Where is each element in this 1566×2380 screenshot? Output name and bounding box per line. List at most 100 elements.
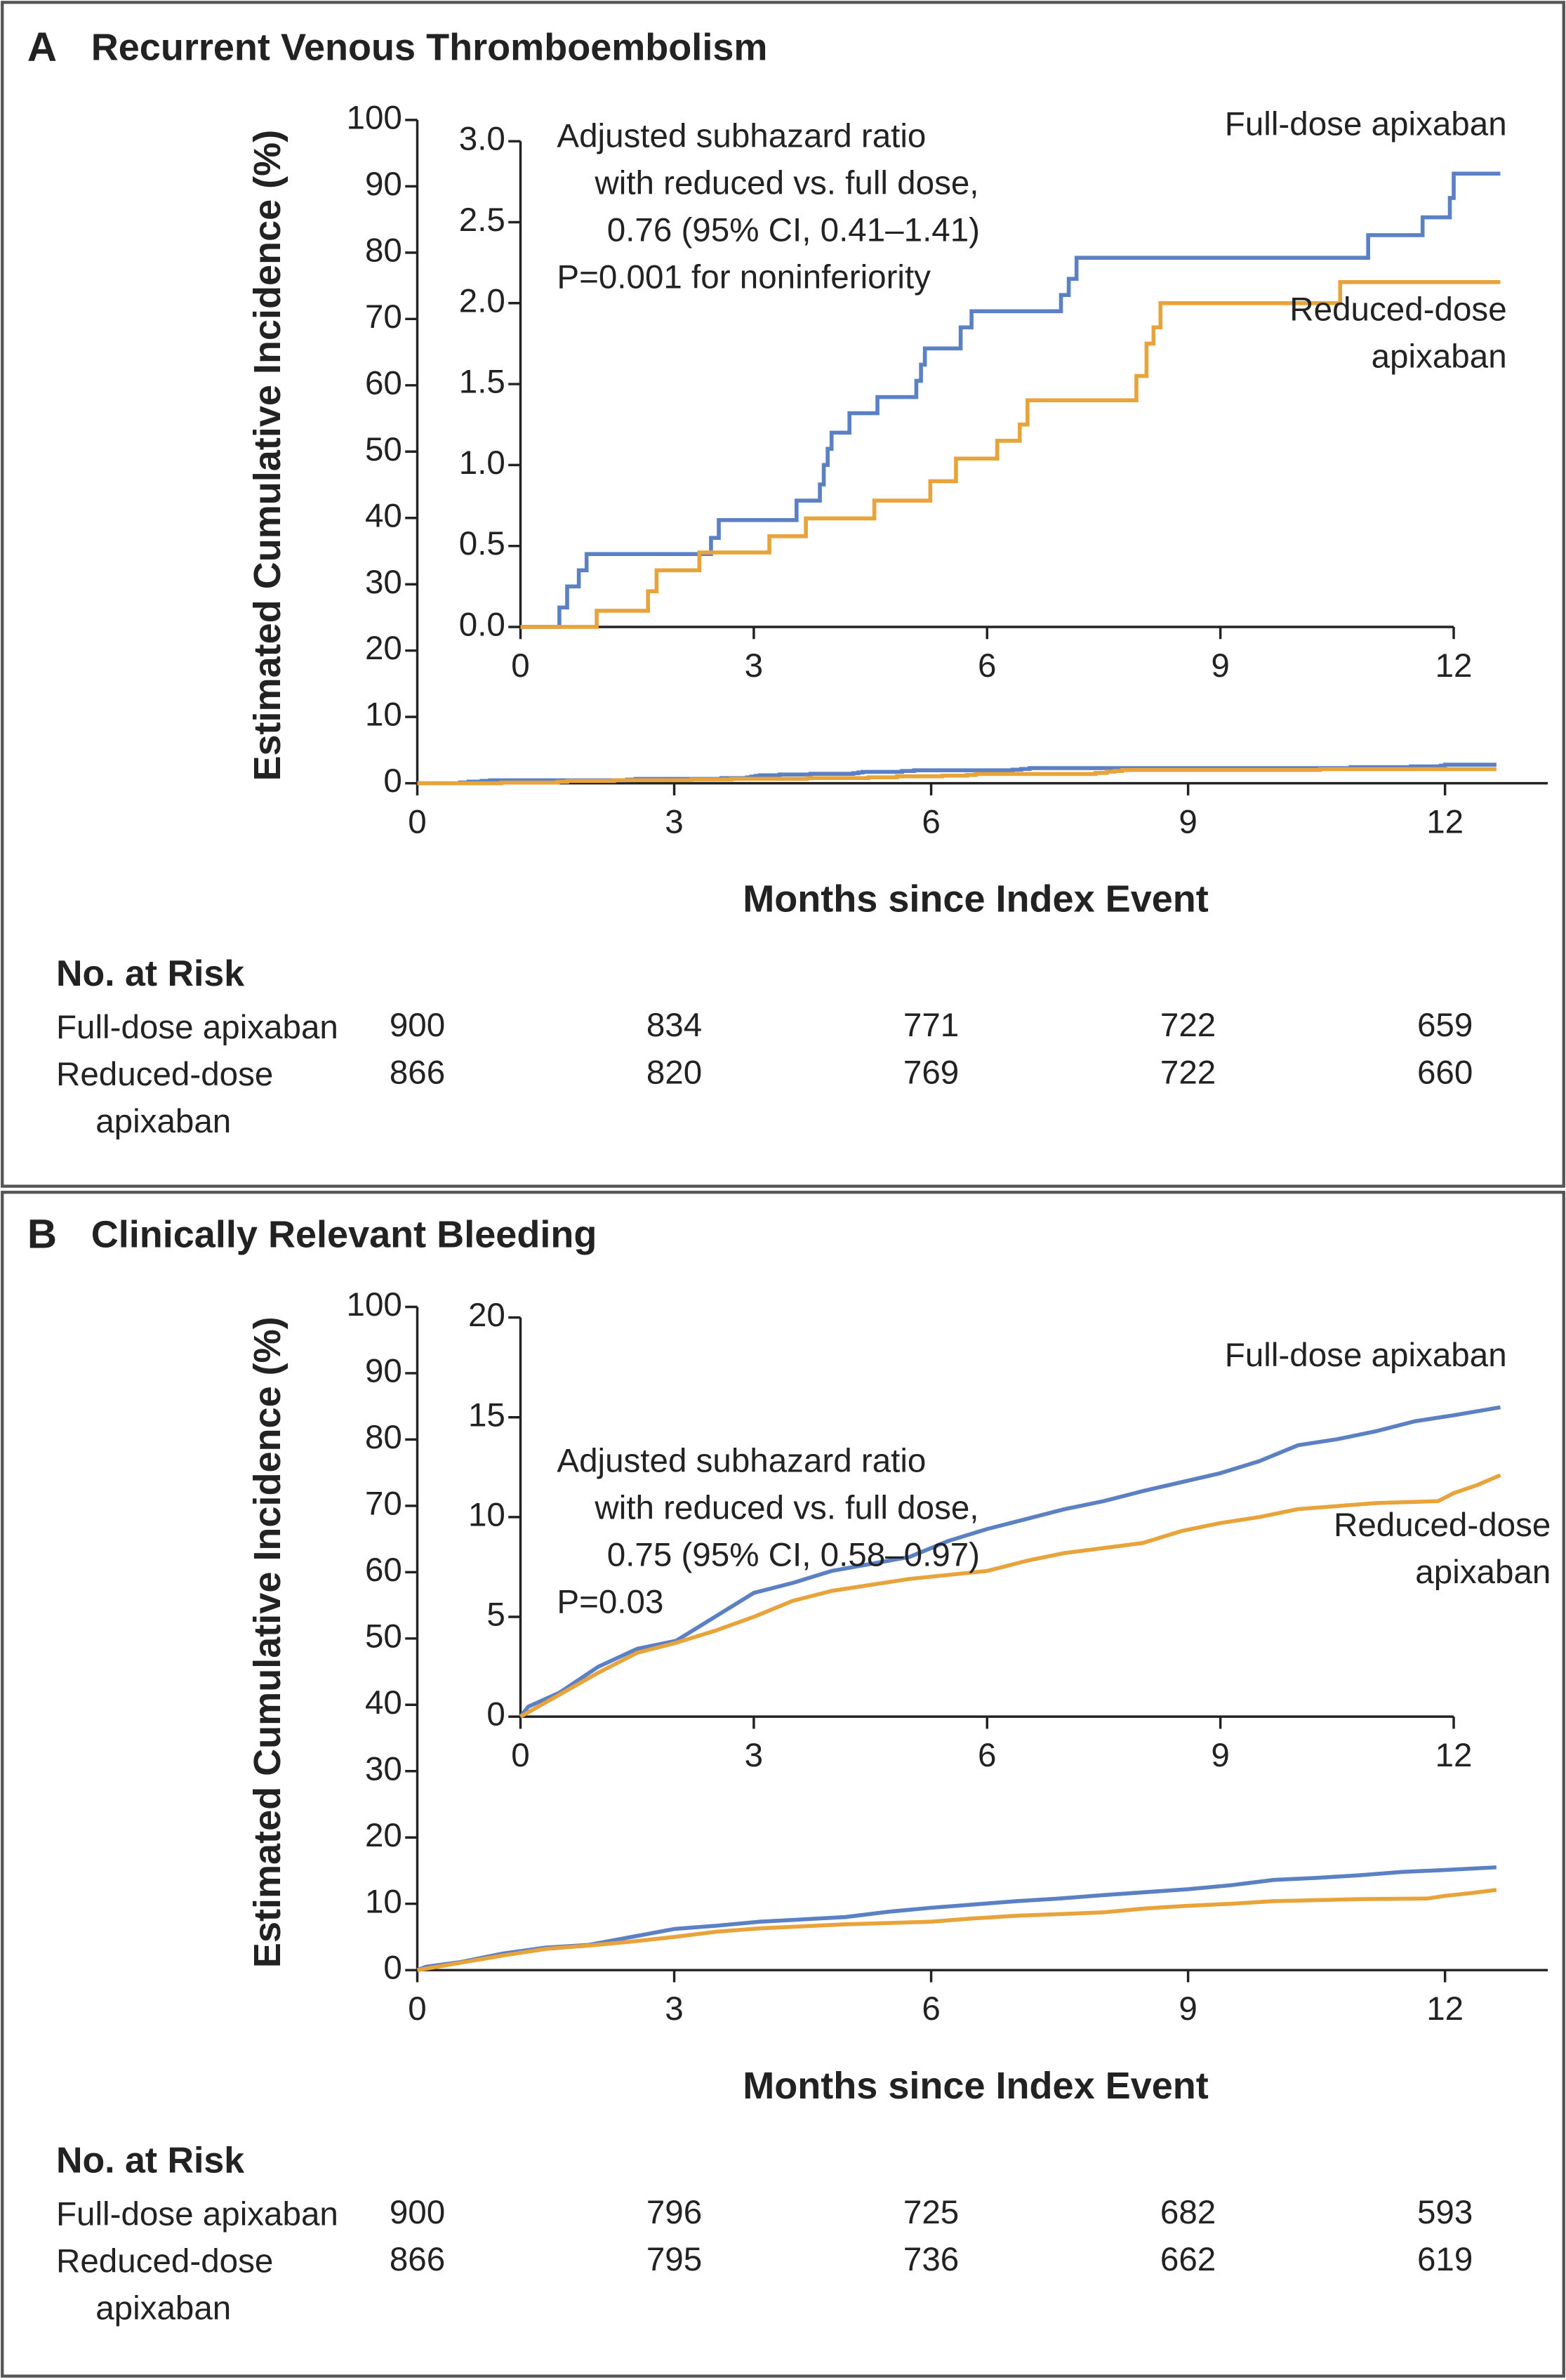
y-axis-title: Estimated Cumulative Incidence (%) [246,130,288,781]
x-tick-label: 6 [922,1990,940,2028]
risk-count: 722 [1160,1007,1216,1044]
risk-count: 725 [903,2194,959,2231]
y-tick-label: 20 [365,1817,402,1854]
x-tick-label: 3 [665,1990,683,2028]
x-tick-label: 12 [1435,1737,1473,1774]
risk-row-label-box: Full-dose apixaban [55,1007,338,1046]
x-tick-label: 9 [1211,647,1229,685]
x-tick-label: 3 [665,804,683,841]
y-tick-label: 0 [486,1696,505,1733]
risk-row-label-box: Reduced-dose apixaban [55,1055,274,1140]
annotation-line: 0.75 (95% CI, 0.58–0.97) [607,1537,980,1574]
series-label-box: Reduced-dose apixaban [1334,1505,1551,1591]
series-label: Reduced-dose apixaban [1334,1505,1551,1591]
y-tick-label: 90 [365,166,402,203]
x-tick-label: 6 [978,647,996,685]
risk-row-label: Full-dose apixaban [55,2195,338,2233]
panel-title: Recurrent Venous Thromboembolism [91,27,768,69]
y-tick-label: 30 [365,564,402,601]
risk-row-label: Reduced-dose apixaban [55,1055,274,1140]
risk-count: 771 [903,1007,959,1044]
x-tick-label: 0 [511,647,529,685]
y-tick-label: 50 [365,431,402,468]
x-tick-label: 9 [1179,1990,1197,2028]
x-tick-label: 6 [922,804,940,841]
annotation-line: P=0.03 [557,1584,663,1621]
y-tick-label: 40 [365,1684,402,1721]
y-tick-label: 0.5 [459,525,505,562]
risk-table-title: No. at Risk [56,953,244,993]
risk-count: 722 [1160,1054,1216,1091]
series-label-box: Full-dose apixaban [1224,105,1507,143]
panel-label: B [27,1211,57,1257]
series-label-box: Reduced-dose apixaban [1289,290,1506,375]
series-label-box: Full-dose apixaban [1224,1335,1507,1374]
y-tick-label: 10 [468,1496,505,1533]
risk-count: 662 [1160,2241,1216,2278]
incidence-line [519,1405,1501,1718]
risk-count: 796 [646,2194,702,2231]
x-tick-label: 0 [408,804,426,841]
risk-row-label-box: Full-dose apixaban [55,2195,338,2233]
annotation-line: with reduced vs. full dose, [594,164,978,201]
risk-count: 866 [390,2241,445,2278]
y-tick-label: 90 [365,1352,402,1389]
y-tick-label: 0 [383,762,402,800]
risk-count: 593 [1417,2194,1473,2231]
series-label: Full-dose apixaban [1224,1335,1507,1374]
series-label: Full-dose apixaban [1224,105,1507,143]
y-tick-label: 20 [365,630,402,667]
risk-count: 900 [390,1007,445,1044]
incidence-line [519,1473,1501,1719]
risk-count: 660 [1417,1054,1473,1091]
y-tick-label: 80 [365,232,402,269]
y-tick-label: 60 [365,364,402,402]
y-tick-label: 0 [383,1950,402,1987]
survival-step-line [520,279,1501,629]
x-tick-label: 12 [1426,1990,1464,2028]
y-tick-label: 50 [365,1618,402,1655]
survival-step-line [520,171,1501,629]
x-axis-title: Months since Index Event [743,2065,1209,2107]
annotation-line: Adjusted subhazard ratio [557,117,926,154]
y-tick-label: 70 [365,1485,402,1522]
panel-label: A [27,25,57,70]
incidence-line [417,1888,1497,1972]
y-tick-label: 40 [365,497,402,534]
x-tick-label: 3 [745,647,763,685]
risk-count: 659 [1417,1007,1473,1044]
x-tick-label: 3 [745,1737,763,1774]
risk-table-title: No. at Risk [56,2139,244,2180]
y-tick-label: 30 [365,1750,402,1787]
y-tick-label: 10 [365,696,402,734]
y-tick-label: 15 [468,1396,505,1434]
risk-count: 834 [646,1007,702,1044]
y-tick-label: 60 [365,1552,402,1589]
risk-count: 736 [903,2241,959,2278]
y-axis-title: Estimated Cumulative Incidence (%) [246,1316,288,1968]
y-tick-label: 70 [365,298,402,336]
risk-count: 795 [646,2241,702,2278]
y-tick-label: 20 [468,1297,505,1334]
y-tick-label: 100 [347,99,402,136]
y-tick-label: 5 [486,1596,505,1634]
risk-row-label: Full-dose apixaban [55,1007,338,1046]
annotation-line: with reduced vs. full dose, [594,1490,978,1527]
x-tick-label: 12 [1435,647,1473,685]
y-tick-label: 80 [365,1419,402,1456]
y-tick-label: 1.0 [459,444,505,482]
y-tick-label: 0.0 [459,607,505,644]
annotation-line: Adjusted subhazard ratio [557,1443,926,1480]
risk-row-label-box: Reduced-dose apixaban [55,2242,274,2327]
x-tick-label: 0 [511,1737,529,1774]
risk-row-label: Reduced-dose apixaban [55,2242,274,2327]
risk-count: 900 [390,2194,445,2231]
y-tick-label: 2.0 [459,282,505,319]
risk-count: 769 [903,1054,959,1091]
x-tick-label: 12 [1426,804,1464,841]
risk-count: 682 [1160,2194,1216,2231]
y-tick-label: 100 [347,1286,402,1323]
annotation-line: 0.76 (95% CI, 0.41–1.41) [607,211,980,249]
